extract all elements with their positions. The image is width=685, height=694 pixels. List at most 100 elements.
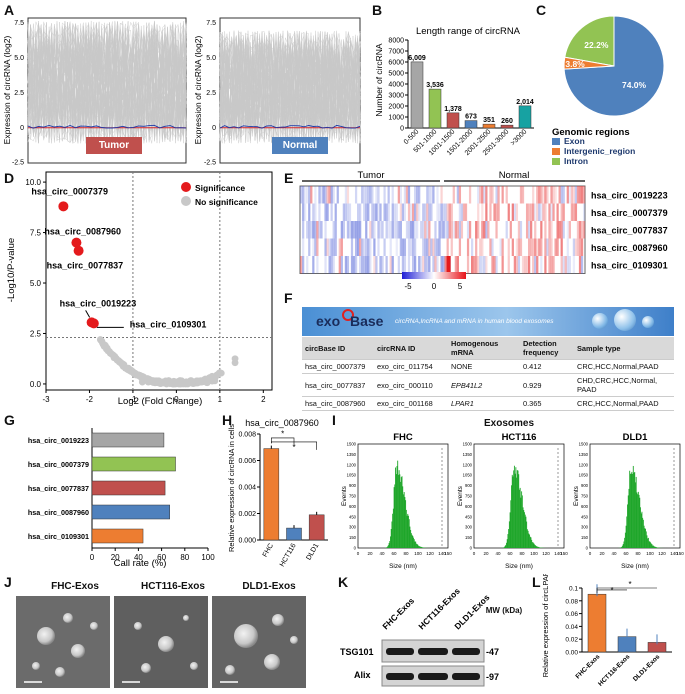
nta-y-tick-label: 600 [465,504,473,509]
x-tick-label: 80 [180,553,189,562]
call-rate-chart: 0 20 40 60 80 100 hsa_circ_0019223 hsa_circ_000… [28,428,215,569]
histogram-bar [388,543,390,548]
expression-line [219,32,361,144]
heatmap-cell [568,186,571,204]
heatmap-cell [367,203,370,221]
heatmap-cell [483,221,486,239]
heatmap-cell [475,221,478,239]
heatmap-row-label: hsa_circ_0077837 [591,225,668,235]
heatmap-cell [350,256,354,274]
heatmap-cell [566,256,569,274]
heatmap-cell [528,238,531,256]
histogram-bar [387,545,389,548]
cells-chart-title: hsa_circ_0087960 [245,418,319,428]
exosome-bubble-icon [642,316,654,328]
normal-group-label: Normal [272,137,328,154]
nta-x-tick-label: 150 [444,551,452,556]
histogram-bar [520,497,522,548]
histogram-bar [628,488,630,548]
heatmap-cell [363,238,366,256]
heatmap-cell [359,221,362,239]
table-cell: hsa_circ_0087960 [302,396,374,411]
histogram-bar [650,542,652,548]
histogram-bar [415,541,417,548]
scale-mid-label: 0 [432,282,437,290]
heatmap-cell [338,238,341,256]
heatmap-cell [532,256,535,274]
exobase-logo-right: Base [350,313,384,329]
histogram-bar [397,460,399,548]
heatmap-cell [357,238,360,256]
nta-y-tick-label: 300 [349,525,357,530]
heatmap-cell [397,186,400,204]
histogram-bar [625,525,627,548]
no-significance-point [203,379,211,387]
heatmap-cell [483,186,486,204]
heatmap-cell [338,256,341,274]
x-tick-label: -3 [42,395,50,404]
nta-x-tick-label: 60 [391,551,397,556]
heatmap-cell [324,221,327,239]
nta-y-tick-label: 600 [349,504,357,509]
heatmap-cell [357,221,360,239]
heatmap-cell [407,221,411,239]
heatmap-cell [340,221,343,239]
nta-x-tick-label: 20 [599,551,605,556]
expression-bar [286,527,302,541]
heatmap-cell [536,238,539,256]
heatmap-cell [562,186,565,204]
y-tick-label: 7.5 [14,20,24,27]
histogram-bar [526,521,528,548]
heatmap-cell [393,221,396,239]
heatmap-cell [562,203,565,221]
heatmap-cell [487,221,490,239]
histogram-bar [537,546,538,548]
heatmap-cell [375,256,378,274]
heatmap-cell [359,256,362,274]
heatmap-cell [568,256,571,274]
histogram-bar [389,541,391,548]
y-tick-label: 2.5 [206,90,216,97]
nta-y-tick-label: 1350 [579,452,589,457]
heatmap-cell [306,186,309,204]
histogram-bar [402,486,404,548]
heatmap-cell [332,186,335,204]
call-rate-bar [91,432,165,448]
heatmap-cell [548,203,551,221]
histogram-bar [624,532,626,548]
nta-x-tick-label: 80 [519,551,525,556]
heatmap-cell [367,256,370,274]
nta-y-tick-label: 0 [354,546,357,551]
heatmap-cell [414,238,417,256]
heatmap-cell [324,203,327,221]
heatmap-cell [316,238,319,256]
heatmap-cell [580,256,584,274]
y-tick-label: 5.0 [30,279,42,288]
heatmap-cell [391,221,394,239]
nta-plot-title: FHC [393,432,413,443]
heatmap-cell [391,256,394,274]
heatmap-cell [348,203,352,221]
heatmap-cell [572,256,576,274]
histogram-bar [632,473,634,548]
heatmap-cell [332,221,335,239]
heatmap-cell [395,221,398,239]
heatmap-cell [414,256,417,274]
heatmap-cell [326,186,329,204]
legend-label: Exon [564,136,585,146]
heatmap-cell [511,238,514,256]
volcano-xlabel: Log2 (Fold Change) [118,396,203,407]
heatmap-cell [576,186,580,204]
heatmap-cell [385,203,388,221]
table-cell: CRC,HCC,Normal,PAAD [574,396,674,411]
y-tick-label: 7.5 [30,229,42,238]
call-rate-bar [91,480,166,496]
heatmap-cell [306,221,309,239]
heatmap-cell [519,238,523,256]
heatmap-cell [312,203,315,221]
plot-frame [45,171,273,391]
heatmap-cell [436,256,439,274]
nta-y-tick-label: 1050 [579,473,589,478]
pie-value-label: 3.8% [565,59,585,69]
heatmap-cell [377,186,380,204]
